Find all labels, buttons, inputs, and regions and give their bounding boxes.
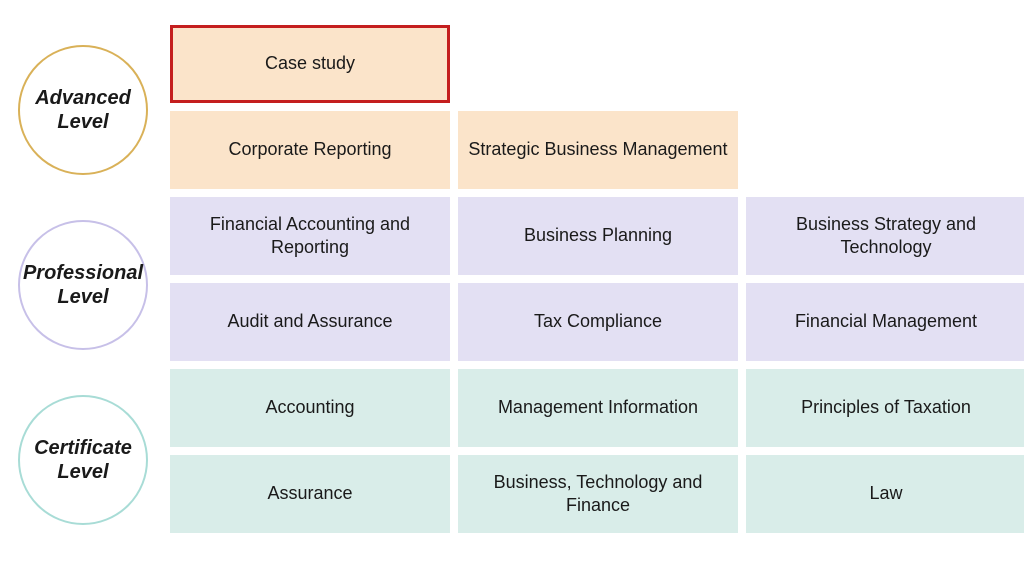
cell-label: Strategic Business Management (468, 138, 727, 161)
cell-label: Tax Compliance (534, 310, 662, 333)
cell-label: Business Planning (524, 224, 672, 247)
level-circle-advanced: Advanced Level (18, 45, 148, 175)
cell-label: Law (869, 482, 902, 505)
cell-financial-management: Financial Management (746, 283, 1024, 361)
cell-label: Business Strategy and Technology (756, 213, 1016, 260)
cell-label: Management Information (498, 396, 698, 419)
cell-law: Law (746, 455, 1024, 533)
cell-label: Audit and Assurance (227, 310, 392, 333)
cell-label: Case study (265, 52, 355, 75)
level-label: Advanced Level (20, 86, 146, 134)
level-circle-certificate: Certificate Level (18, 395, 148, 525)
cell-corporate-reporting: Corporate Reporting (170, 111, 450, 189)
level-label: Certificate Level (20, 436, 146, 484)
cell-label: Assurance (267, 482, 352, 505)
cell-case-study: Case study (170, 25, 450, 103)
diagram-container: Case study Corporate Reporting Strategic… (20, 25, 994, 555)
cell-financial-accounting: Financial Accounting and Reporting (170, 197, 450, 275)
cell-label: Principles of Taxation (801, 396, 971, 419)
professional-row-2: Audit and Assurance Tax Compliance Finan… (170, 283, 994, 361)
cell-label: Corporate Reporting (228, 138, 391, 161)
cell-assurance: Assurance (170, 455, 450, 533)
certificate-row-2: Assurance Business, Technology and Finan… (170, 455, 994, 533)
professional-row-1: Financial Accounting and Reporting Busin… (170, 197, 994, 275)
cell-label: Financial Management (795, 310, 977, 333)
cell-audit-assurance: Audit and Assurance (170, 283, 450, 361)
level-circle-professional: Professional Level (18, 220, 148, 350)
cell-accounting: Accounting (170, 369, 450, 447)
cell-principles-taxation: Principles of Taxation (746, 369, 1024, 447)
cell-business-tech-finance: Business, Technology and Finance (458, 455, 738, 533)
advanced-row-1: Case study (170, 25, 994, 103)
cell-label: Business, Technology and Finance (468, 471, 728, 518)
cell-label: Accounting (265, 396, 354, 419)
cell-tax-compliance: Tax Compliance (458, 283, 738, 361)
cell-label: Financial Accounting and Reporting (180, 213, 440, 260)
certificate-row-1: Accounting Management Information Princi… (170, 369, 994, 447)
advanced-row-2: Corporate Reporting Strategic Business M… (170, 111, 994, 189)
cell-business-strategy-tech: Business Strategy and Technology (746, 197, 1024, 275)
cell-management-information: Management Information (458, 369, 738, 447)
level-label: Professional Level (20, 261, 146, 309)
cell-business-planning: Business Planning (458, 197, 738, 275)
cell-strategic-business-mgmt: Strategic Business Management (458, 111, 738, 189)
